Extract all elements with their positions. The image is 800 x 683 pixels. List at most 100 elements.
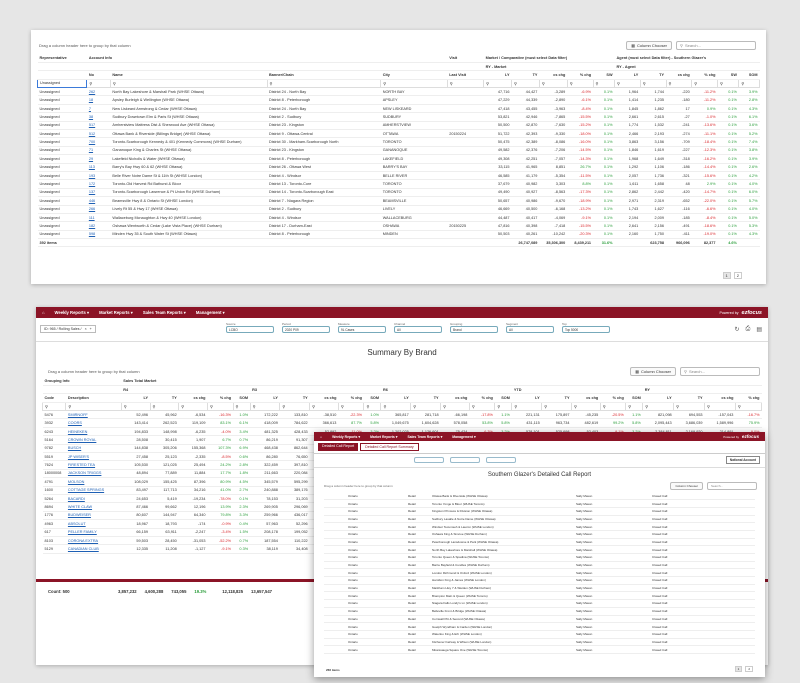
export-icon[interactable]: ⎙ (745, 326, 751, 332)
table-row[interactable]: Ontario Retail Guelph Wyndham & Carden (WH… (324, 622, 755, 631)
column-header[interactable]: Code (42, 393, 66, 403)
brand-link[interactable]: ABSOLUT (65, 519, 122, 529)
column-filter-input[interactable]: ⚲ (566, 78, 594, 89)
group-panel-hint[interactable]: Drag a column header here to group by th… (39, 43, 131, 48)
column-filter-input[interactable]: ⚲ (673, 401, 706, 412)
column-filter-input[interactable]: ⚲ (511, 78, 540, 89)
table-row[interactable]: Ontario Retail North Bay Lakeshore & Marsh… (324, 545, 755, 554)
table-row[interactable]: Unassigned 172 Toronto-Old Harvest Rd Bath… (37, 179, 760, 189)
close-icon[interactable]: × (84, 327, 87, 331)
home-icon[interactable]: ⌂ (42, 310, 45, 315)
column-header[interactable]: % chg (338, 393, 364, 403)
filter-select[interactable] (486, 457, 516, 463)
search-input[interactable]: ⚲ Search... (680, 367, 760, 376)
column-header[interactable]: SW (593, 70, 615, 80)
search-input[interactable]: Search... (707, 482, 757, 490)
column-header[interactable]: LY (511, 393, 542, 403)
table-row[interactable]: Ontario Retail Oshawa King & Simcoe (WHSE … (324, 530, 755, 539)
national-account-button[interactable]: National Account (725, 456, 760, 464)
brand-link[interactable]: JP WISER'S (65, 452, 122, 462)
table-row[interactable]: Ontario Retail Brampton Main & Queen (WHSE… (324, 591, 755, 601)
nav-weekly-reports[interactable]: Weekly Reports ▾ (54, 310, 90, 315)
account-number-link[interactable]: 29 (86, 154, 111, 164)
column-header[interactable]: cs chg (704, 393, 736, 403)
column-header[interactable]: % chg (469, 393, 495, 403)
column-header[interactable]: SOM (233, 393, 251, 403)
account-number-link[interactable]: 262 (86, 87, 111, 97)
filter-top[interactable]: Top Top 5000 (562, 322, 610, 333)
column-header[interactable]: cs chg (539, 70, 568, 80)
brand-link[interactable]: COORS (65, 418, 122, 428)
column-header[interactable]: SOM (738, 70, 760, 80)
brand-link[interactable]: SMIRNOFF (65, 410, 122, 420)
column-filter-input[interactable]: ⚲ (541, 401, 572, 412)
column-header[interactable]: No (86, 70, 111, 80)
brand-link[interactable]: BACARDI (65, 494, 122, 504)
account-number-link[interactable]: 38 (86, 112, 111, 122)
brand-link[interactable]: CANADIAN CLUB (65, 544, 122, 554)
filter-period[interactable]: Period 2020 P09 (282, 322, 330, 333)
table-row[interactable]: Ontario Retail Kitchener Fairway & Wilson … (324, 638, 755, 647)
column-filter-input[interactable]: ⚲ (738, 78, 760, 89)
account-number-link[interactable]: 266 (86, 205, 111, 214)
column-header[interactable]: cs chg (571, 393, 601, 403)
column-filter-input[interactable]: ⚲ (734, 401, 763, 412)
column-header[interactable]: LY (614, 70, 641, 80)
account-number-link[interactable]: 700 (86, 137, 111, 147)
column-header[interactable]: SOM (363, 393, 381, 403)
table-row[interactable]: Unassigned 512 Ottawa Bank & Riverside (Bi… (37, 129, 760, 139)
nav-sales-team-reports[interactable]: Sales Team Reports ▾ (142, 310, 186, 315)
column-header[interactable]: TY (673, 393, 705, 403)
table-row[interactable]: Unassigned 700 Toronto-Scarborough Kennedy… (37, 137, 760, 147)
column-filter-input[interactable]: ⚲ (483, 78, 513, 89)
column-header[interactable]: SOM (625, 393, 643, 403)
nav-management[interactable]: Management ▾ (195, 310, 225, 315)
column-filter-input[interactable]: ⚲ (538, 78, 568, 89)
account-number-link[interactable]: 598 (86, 230, 111, 240)
table-row[interactable]: Unassigned 517 Amherstview Mattress Dist &… (37, 121, 760, 131)
column-header[interactable]: LY (483, 70, 512, 80)
column-header[interactable]: % chg (207, 393, 234, 403)
filter-select[interactable] (450, 457, 480, 463)
table-row[interactable]: Unassigned 137 Toronto-Scarborough Lawrenc… (37, 188, 760, 198)
table-row[interactable]: Unassigned 446 Beamsville Hwy 8 & Ontario … (37, 196, 760, 206)
brand-link[interactable]: CORONA EXTRA (65, 536, 122, 546)
filter-select[interactable]: All (394, 326, 442, 333)
column-filter-input[interactable]: ⚲ (120, 401, 151, 412)
column-filter-input[interactable]: ⚲ (592, 78, 616, 89)
filter-select[interactable]: 2020 P09 (282, 326, 330, 333)
account-number-link[interactable]: 113 (86, 163, 111, 172)
column-filter-input[interactable]: ⚲ (266, 78, 382, 89)
home-icon[interactable]: ⌂ (320, 434, 323, 439)
column-chooser-button[interactable]: Column Chooser (670, 482, 703, 490)
table-row[interactable]: Ontario Retail Niagara Falls Lundy's Ln (W… (324, 599, 755, 608)
nav-sales-team-reports[interactable]: Sales Team Reports ▾ (407, 434, 443, 439)
page-1-button[interactable]: 1 (722, 272, 731, 279)
account-number-link[interactable]: 18 (86, 95, 111, 105)
filter-select[interactable] (414, 457, 444, 463)
column-header[interactable]: cs chg (309, 393, 339, 403)
nav-market-reports[interactable]: Market Reports ▾ (99, 310, 133, 315)
filter-select[interactable]: Top 5000 (562, 326, 610, 333)
filter-source[interactable]: Source LCBO (226, 322, 274, 333)
group-panel-hint[interactable]: Drag a column header here to group by th… (324, 484, 393, 488)
brand-link[interactable]: PELLER FAMILY (65, 528, 122, 537)
column-header[interactable]: TY (279, 393, 310, 403)
filter-select[interactable]: Brand (450, 326, 498, 333)
filter-channel[interactable]: Channel All (394, 322, 442, 333)
filter-select[interactable]: LCBO (226, 326, 274, 333)
column-filter-input[interactable]: ⚲ (614, 78, 641, 89)
account-number-link[interactable]: 172 (86, 179, 111, 189)
account-number-link[interactable]: 111 (86, 213, 111, 223)
column-header[interactable]: cs chg (178, 393, 208, 403)
report-tab-chip[interactable]: ID: 965 / Rolling Sales / × + (40, 325, 96, 333)
refresh-icon[interactable]: ↻ (734, 327, 740, 333)
column-header[interactable]: TY (410, 393, 441, 403)
column-header[interactable]: TY (640, 70, 667, 80)
table-row[interactable]: Unassigned 266 Lively Rt 55 & Hwy 17 (WHSE… (37, 205, 760, 214)
brand-link[interactable]: COTTAGE SPRINGS (65, 486, 122, 495)
column-header[interactable]: % chg (567, 70, 594, 80)
column-filter-input[interactable]: ⚲ (704, 401, 736, 412)
column-filter-input[interactable]: ⚲ (207, 401, 234, 412)
add-tab-icon[interactable]: + (89, 327, 92, 331)
